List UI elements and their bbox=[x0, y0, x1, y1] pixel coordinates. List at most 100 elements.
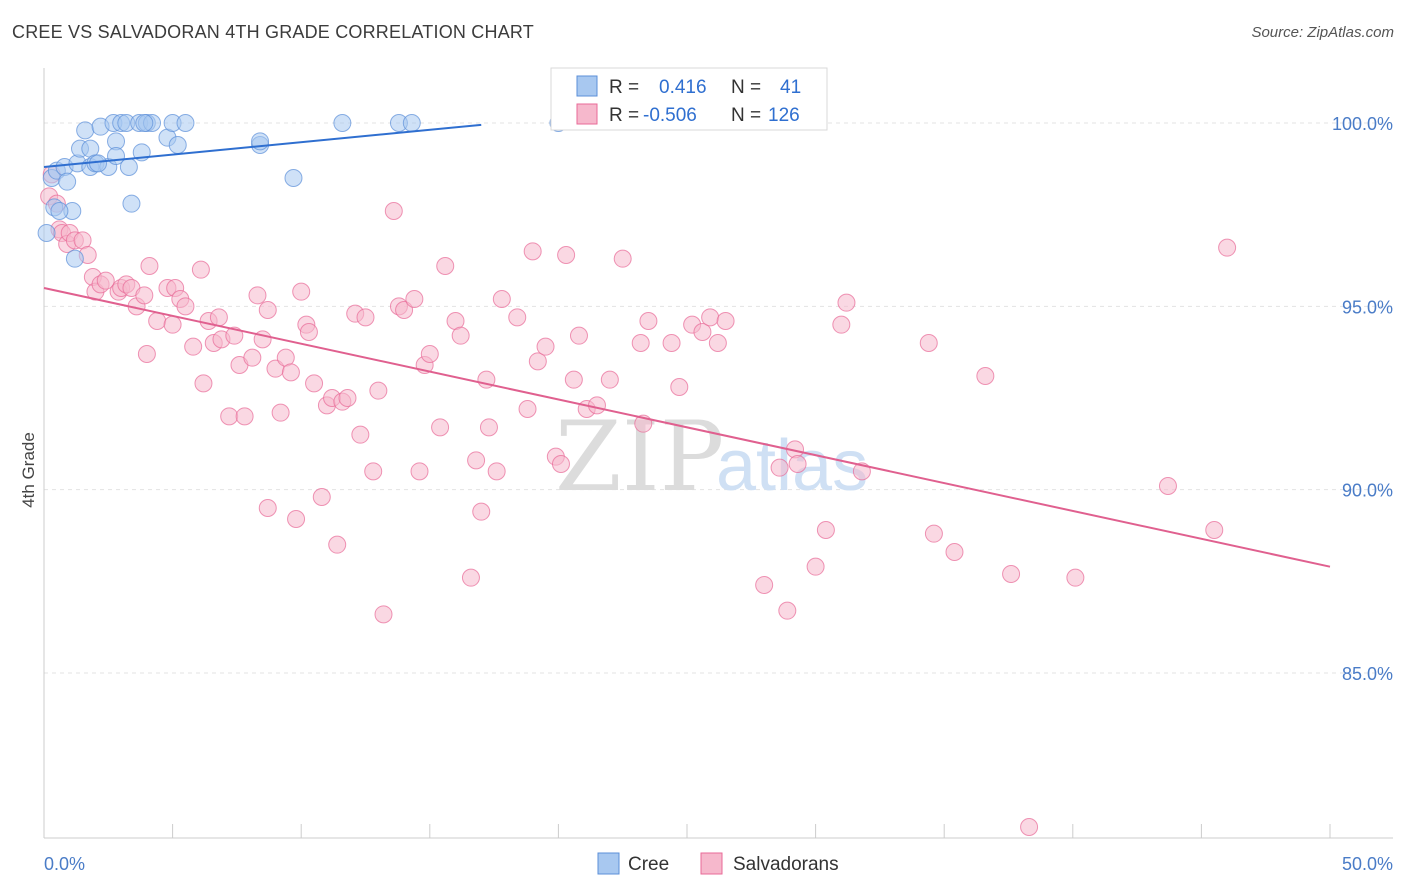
salvadoran-point bbox=[557, 246, 576, 264]
legend-n-label-salvadoran: N = bbox=[731, 105, 761, 126]
salvadoran-point bbox=[600, 370, 619, 389]
salvadoran-point bbox=[564, 370, 583, 389]
salvadoran-point bbox=[518, 400, 537, 418]
salvadoran-point bbox=[770, 458, 789, 477]
source-label: Source: ZipAtlas.com bbox=[1251, 24, 1394, 41]
correlation-legend: R = 0.416 N = 41 R = -0.506 N = 126 bbox=[550, 67, 828, 131]
legend-r-value-salvadoran: -0.506 bbox=[643, 105, 697, 126]
legend-n-label-cree: N = bbox=[731, 77, 761, 98]
salvadoran-point bbox=[778, 601, 797, 620]
salvadoran-point bbox=[431, 418, 450, 437]
salvadoran-point bbox=[613, 249, 632, 268]
salvadoran-point bbox=[587, 396, 606, 415]
y-tick-label: 95.0% bbox=[1342, 297, 1393, 317]
x-tick-label-min: 0.0% bbox=[44, 854, 85, 874]
salvadoran-point bbox=[338, 389, 357, 407]
salvadoran-point bbox=[662, 334, 681, 352]
grid-lines bbox=[44, 122, 1393, 674]
cree-point bbox=[50, 202, 69, 220]
salvadoran-point bbox=[96, 271, 115, 290]
salvadoran-point bbox=[716, 312, 735, 330]
bottom-legend-cree: Cree bbox=[628, 854, 669, 875]
cree-point bbox=[284, 169, 303, 187]
salvadoran-point bbox=[271, 403, 290, 422]
y-tick-label: 100.0% bbox=[1332, 114, 1393, 134]
salvadoran-point bbox=[451, 326, 470, 345]
salvadoran-point bbox=[670, 378, 689, 396]
salvadoran-point bbox=[528, 352, 547, 371]
bottom-legend-salvadorans: Salvadorans bbox=[733, 854, 839, 875]
salvadoran-point bbox=[374, 605, 393, 624]
salvadoran-point bbox=[258, 499, 277, 517]
salvadoran-point bbox=[305, 374, 324, 393]
salvadoran-point bbox=[135, 286, 154, 305]
cree-point bbox=[135, 114, 154, 132]
legend-swatch-cree bbox=[576, 75, 598, 97]
salvadoran-point bbox=[184, 337, 203, 356]
salvadoran-point bbox=[292, 282, 311, 301]
salvadoran-point bbox=[467, 451, 486, 470]
y-axis-label: 4th Grade bbox=[19, 432, 38, 508]
y-tick-label: 90.0% bbox=[1342, 481, 1393, 501]
cree-point bbox=[122, 194, 141, 213]
salvadoran-point bbox=[837, 293, 856, 312]
cree-trend-line bbox=[43, 123, 482, 168]
salvadoran-trend-line bbox=[43, 287, 1331, 568]
legend-n-value-salvadoran: 126 bbox=[768, 105, 800, 126]
cree-point bbox=[119, 158, 138, 176]
salvadoran-point bbox=[536, 337, 555, 356]
legend-n-value-cree: 41 bbox=[780, 77, 801, 98]
legend-swatch-salvadoran bbox=[576, 103, 598, 125]
salvadoran-point bbox=[356, 308, 375, 327]
salvadoran-point bbox=[806, 557, 825, 576]
bottom-legend-swatch-cree bbox=[597, 852, 620, 875]
salvadoran-point bbox=[395, 301, 414, 319]
salvadoran-point bbox=[312, 488, 331, 506]
salvadoran-point bbox=[163, 315, 182, 334]
cree-point bbox=[168, 136, 187, 154]
salvadoran-point bbox=[351, 425, 370, 444]
cree-point bbox=[37, 224, 56, 242]
salvadoran-point bbox=[235, 407, 254, 426]
salvadoran-point bbox=[243, 348, 262, 367]
salvadoran-point bbox=[1218, 238, 1237, 257]
bottom-legend-swatch-salvadoran bbox=[700, 852, 723, 875]
series-legend: Cree Salvadorans bbox=[597, 852, 839, 875]
salvadoran-point bbox=[405, 290, 424, 308]
cree-point bbox=[76, 121, 95, 140]
salvadoran-point bbox=[492, 290, 511, 308]
salvadoran-point bbox=[1066, 568, 1085, 587]
salvadoran-point bbox=[209, 308, 228, 327]
salvadoran-point bbox=[287, 510, 306, 528]
salvadoran-point bbox=[258, 301, 277, 319]
salvadoran-point bbox=[299, 323, 318, 341]
y-tick-label: 85.0% bbox=[1342, 664, 1393, 684]
salvadoran-point bbox=[281, 363, 300, 382]
salvadoran-point bbox=[788, 455, 807, 473]
salvadoran-point bbox=[148, 312, 167, 330]
salvadoran-point bbox=[1205, 521, 1224, 539]
salvadoran-point bbox=[693, 323, 712, 341]
salvadoran-point bbox=[631, 334, 650, 352]
x-tick-label-max: 50.0% bbox=[1342, 854, 1393, 874]
salvadoran-point bbox=[551, 455, 570, 473]
trend-lines bbox=[43, 123, 1331, 568]
salvadoran-point bbox=[436, 257, 455, 275]
salvadoran-point bbox=[708, 334, 727, 352]
salvadoran-point bbox=[919, 334, 938, 352]
salvadoran-point bbox=[755, 576, 774, 594]
salvadoran-point bbox=[1002, 565, 1021, 583]
cree-point bbox=[176, 114, 195, 132]
cree-point bbox=[58, 172, 77, 191]
salvadoran-point bbox=[191, 260, 210, 279]
salvadoran-point bbox=[924, 524, 943, 543]
salvadoran-point bbox=[364, 462, 383, 481]
salvadoran-point bbox=[194, 374, 213, 393]
salvadoran-point bbox=[461, 568, 480, 587]
salvadoran-point bbox=[220, 407, 239, 426]
salvadoran-point bbox=[1158, 477, 1177, 495]
salvadoran-point bbox=[479, 418, 498, 437]
chart-title: CREE VS SALVADORAN 4TH GRADE CORRELATION… bbox=[12, 22, 534, 42]
salvadoran-point bbox=[639, 312, 658, 330]
